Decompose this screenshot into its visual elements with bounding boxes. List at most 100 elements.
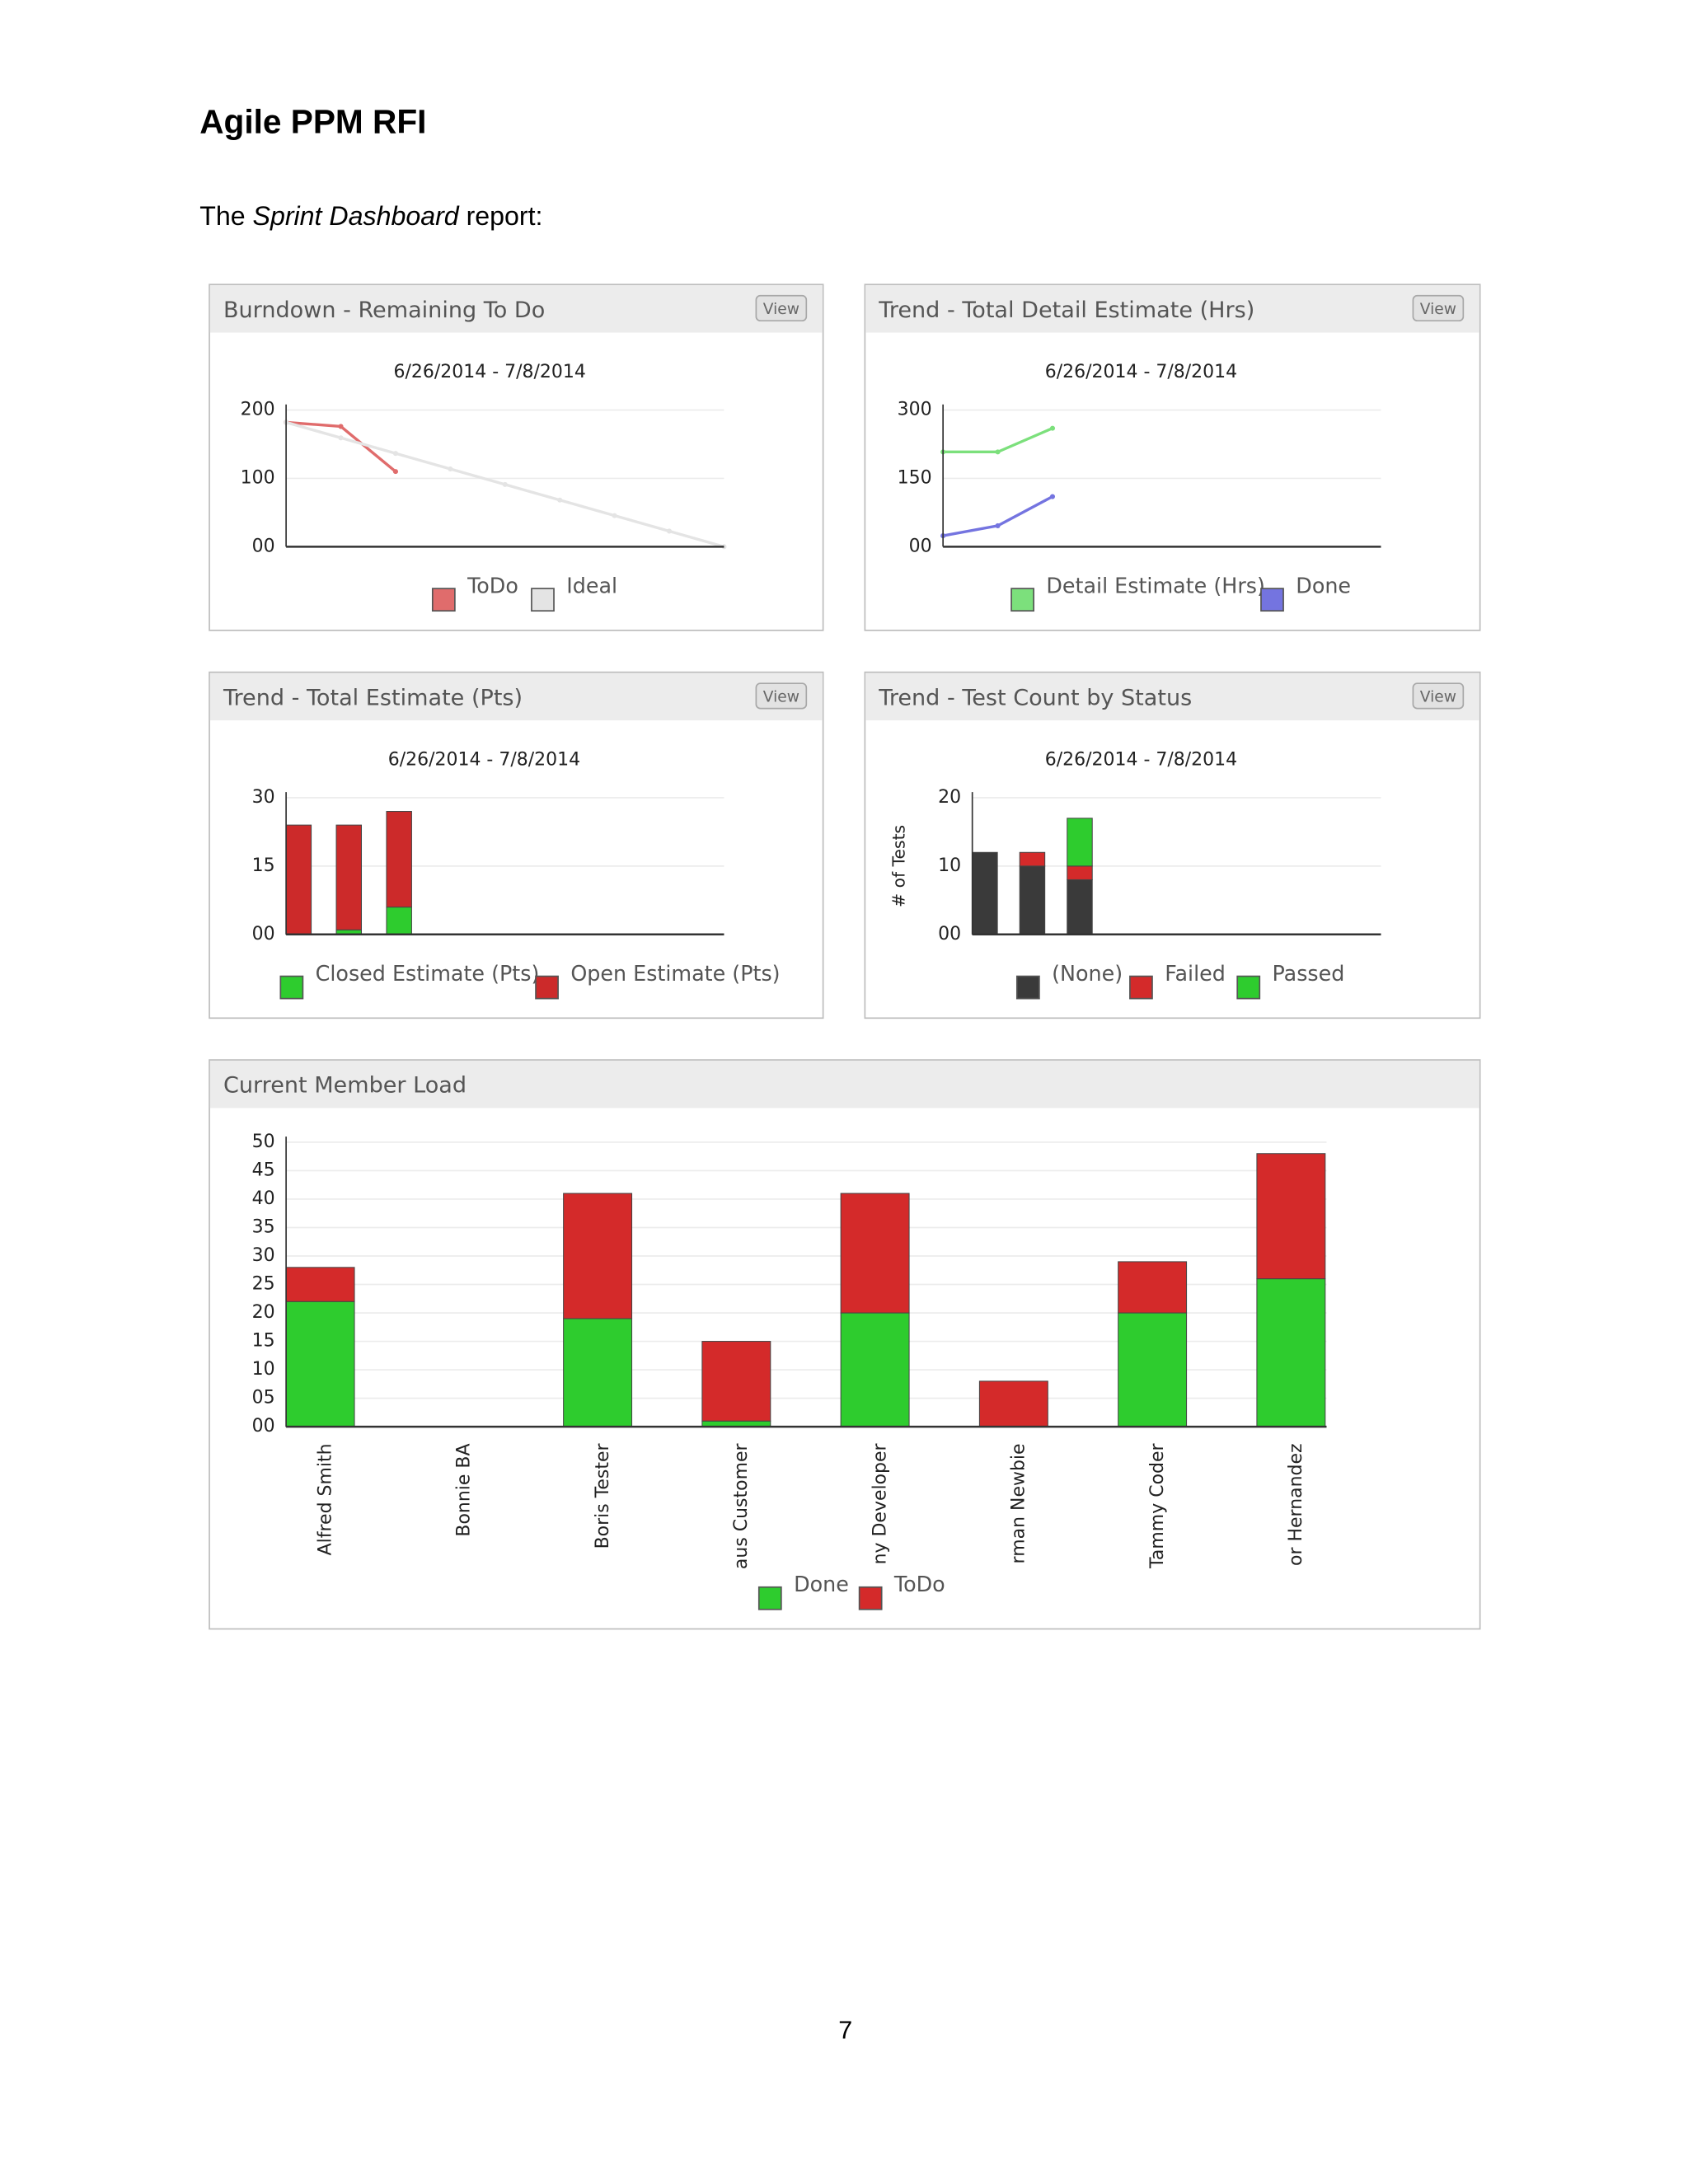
bar-segment bbox=[701, 1341, 771, 1422]
x-tick-label: Tammy Coder bbox=[1147, 1442, 1168, 1568]
view-button[interactable] bbox=[1412, 294, 1465, 322]
y-tick-label: 30 bbox=[252, 787, 275, 808]
y-tick-label: 15 bbox=[252, 855, 275, 876]
x-tick-label: ny Developer bbox=[870, 1442, 890, 1564]
y-tick-label: 00 bbox=[909, 536, 932, 556]
bar-segment bbox=[1067, 818, 1093, 867]
bar-segment bbox=[563, 1318, 633, 1427]
bar-segment bbox=[1019, 851, 1046, 867]
y-tick-label: 150 bbox=[898, 467, 932, 488]
x-tick-label: Alfred Smith bbox=[315, 1443, 335, 1555]
bar-segment bbox=[285, 824, 312, 935]
view-button-label: View bbox=[1420, 301, 1456, 318]
bar-segment bbox=[335, 824, 363, 930]
point bbox=[667, 528, 673, 534]
legend-swatch bbox=[1015, 975, 1040, 1000]
bar-segment bbox=[840, 1312, 910, 1427]
bar-segment bbox=[563, 1193, 633, 1319]
legend-label: Passed bbox=[1273, 961, 1345, 986]
bar-segment bbox=[1067, 879, 1093, 935]
intro-emphasis: Sprint Dashboard bbox=[253, 200, 460, 230]
y-tick-label: 40 bbox=[252, 1188, 275, 1209]
point bbox=[612, 513, 617, 518]
bar-segment bbox=[386, 811, 412, 908]
y-tick-label: 00 bbox=[252, 924, 275, 944]
legend-swatch bbox=[1236, 975, 1261, 1000]
legend-label: Detail Estimate (Hrs) bbox=[1046, 573, 1265, 598]
y-tick-label: 10 bbox=[938, 855, 961, 876]
panel-header bbox=[209, 285, 823, 333]
legend-swatch bbox=[1010, 588, 1034, 612]
panel-header bbox=[865, 285, 1479, 333]
panel-header bbox=[209, 1060, 1479, 1108]
y-tick-label: 100 bbox=[241, 467, 275, 488]
legend-label: Open Estimate (Pts) bbox=[570, 961, 780, 986]
intro-text: report: bbox=[459, 200, 543, 230]
y-tick-label: 00 bbox=[252, 1416, 275, 1436]
legend-label: Failed bbox=[1165, 961, 1226, 986]
document-title: Agile PPM RFI bbox=[199, 102, 426, 140]
bar-segment bbox=[978, 1380, 1048, 1427]
legend-label: Done bbox=[794, 1572, 849, 1596]
x-tick-label: aus Customer bbox=[731, 1442, 752, 1569]
legend-swatch bbox=[757, 1586, 782, 1610]
point bbox=[557, 497, 563, 503]
bar-segment bbox=[1067, 865, 1093, 880]
legend-swatch bbox=[1260, 588, 1284, 612]
bar-segment bbox=[840, 1193, 910, 1314]
legend-swatch bbox=[431, 588, 456, 612]
legend-label: (None) bbox=[1052, 961, 1123, 986]
panel bbox=[864, 284, 1481, 631]
legend-swatch bbox=[858, 1586, 883, 1610]
bar-segment bbox=[1256, 1278, 1326, 1427]
point bbox=[1049, 494, 1056, 499]
legend-label: ToDo bbox=[467, 573, 518, 598]
legend-swatch bbox=[1129, 975, 1153, 1000]
y-tick-label: 00 bbox=[938, 924, 961, 944]
intro: The Sprint Dashboard report: bbox=[199, 200, 542, 230]
x-tick-label: Boris Tester bbox=[593, 1442, 613, 1549]
panel-title: Trend - Total Detail Estimate (Hrs) bbox=[878, 298, 1254, 323]
chart-title: 6/26/2014 - 7/8/2014 bbox=[1045, 749, 1237, 770]
bar-segment bbox=[1118, 1312, 1188, 1427]
point bbox=[448, 466, 453, 472]
panel bbox=[864, 671, 1481, 1019]
y-tick-label: 200 bbox=[241, 400, 275, 420]
y-tick-label: 20 bbox=[252, 1302, 275, 1323]
x-tick-label: rman Newbie bbox=[1009, 1443, 1029, 1563]
point bbox=[1049, 425, 1056, 431]
x-tick-label: or Hernandez bbox=[1286, 1443, 1306, 1566]
y-tick-label: 50 bbox=[252, 1132, 275, 1152]
view-button[interactable] bbox=[1412, 682, 1465, 710]
point bbox=[502, 481, 508, 487]
legend-label: Ideal bbox=[566, 573, 617, 598]
view-button-label: View bbox=[763, 689, 799, 706]
view-button[interactable] bbox=[755, 682, 808, 710]
view-button-label: View bbox=[1420, 689, 1456, 706]
y-tick-label: 300 bbox=[898, 400, 932, 420]
panel-title: Current Member Load bbox=[223, 1073, 467, 1099]
y-tick-label: 20 bbox=[938, 787, 961, 808]
y-tick-label: 15 bbox=[252, 1331, 275, 1352]
bar-segment bbox=[1019, 865, 1046, 935]
x-tick-label: Bonnie BA bbox=[454, 1443, 475, 1536]
y-tick-label: 30 bbox=[252, 1245, 275, 1266]
chart-title: 6/26/2014 - 7/8/2014 bbox=[393, 362, 585, 382]
y-tick-label: 10 bbox=[252, 1359, 275, 1380]
bar-segment bbox=[1256, 1153, 1326, 1280]
legend-swatch bbox=[535, 975, 559, 1000]
y-tick-label: 05 bbox=[252, 1388, 275, 1408]
y-axis-label: # of Tests bbox=[889, 825, 909, 907]
chart-title: 6/26/2014 - 7/8/2014 bbox=[388, 749, 580, 770]
y-tick-label: 25 bbox=[252, 1274, 275, 1295]
panel-title: Trend - Test Count by Status bbox=[878, 685, 1192, 710]
panel-title: Trend - Total Estimate (Pts) bbox=[223, 685, 523, 710]
legend-label: Done bbox=[1296, 573, 1351, 598]
point bbox=[338, 424, 344, 429]
y-tick-label: 45 bbox=[252, 1160, 275, 1180]
y-tick-label: 00 bbox=[252, 536, 275, 556]
view-button[interactable] bbox=[755, 294, 808, 322]
legend-swatch bbox=[279, 975, 304, 1000]
bar-segment bbox=[1118, 1261, 1188, 1314]
